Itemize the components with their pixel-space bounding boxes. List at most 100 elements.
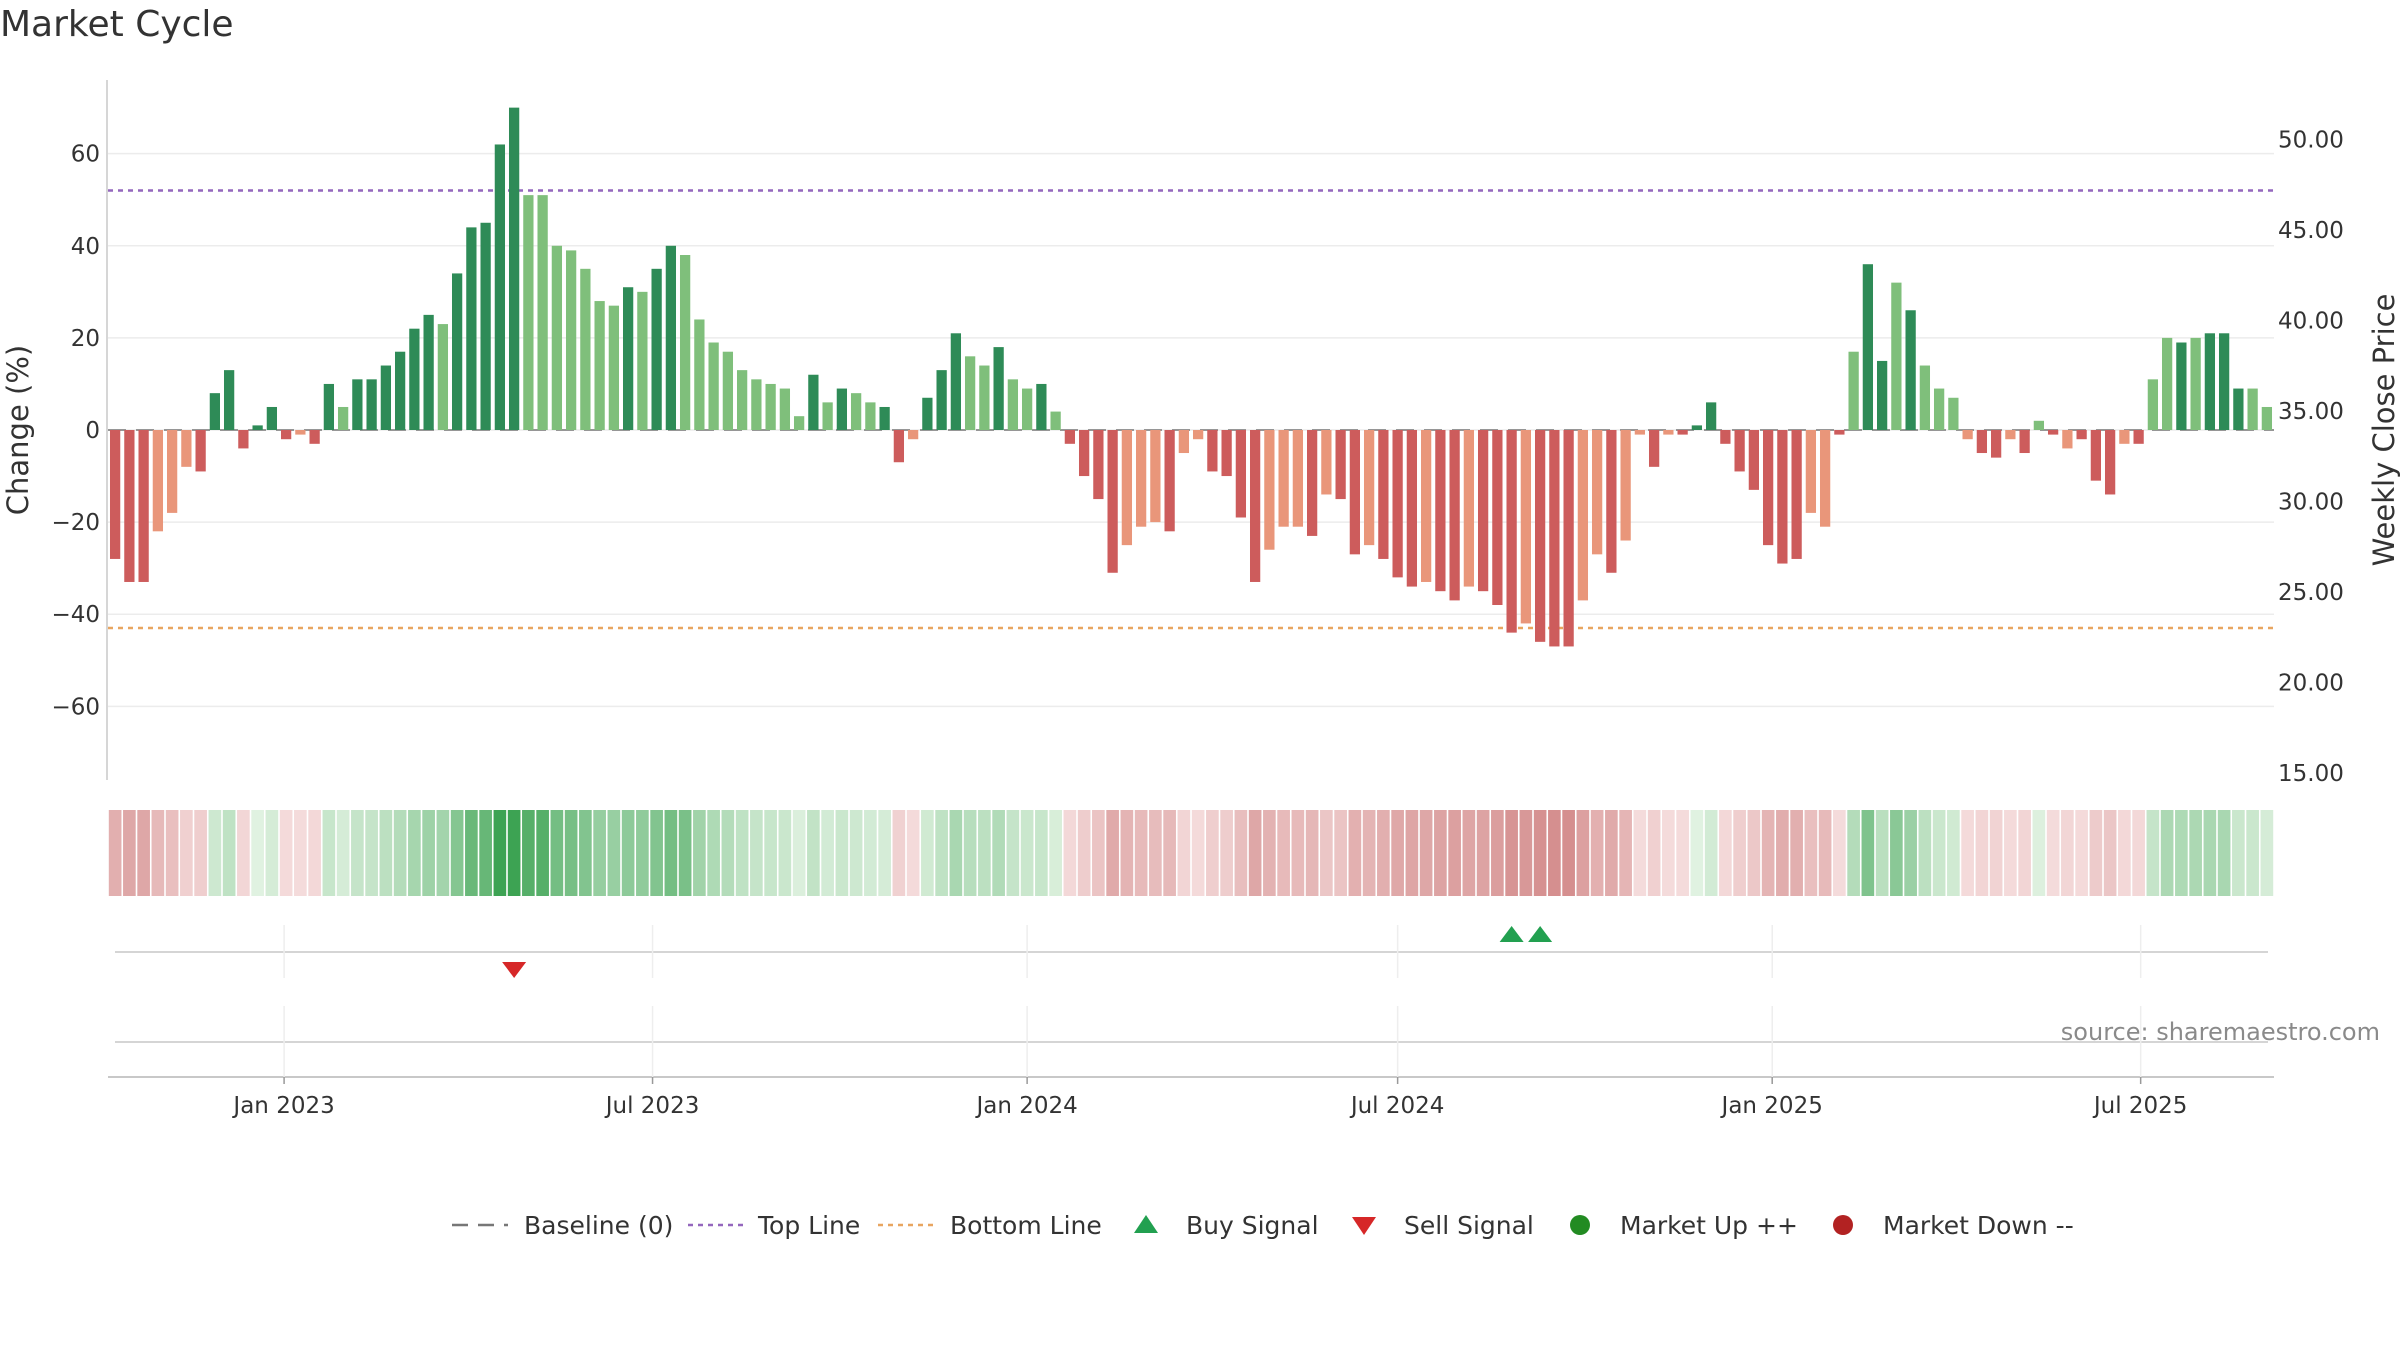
lower-panel xyxy=(108,1006,2274,1078)
change-bar xyxy=(480,222,491,430)
change-bar xyxy=(1506,430,1517,633)
change-bar xyxy=(1677,430,1688,435)
change-bar xyxy=(280,430,292,440)
regime-cell xyxy=(1448,810,1461,896)
regime-cell xyxy=(165,810,179,896)
regime-cell xyxy=(279,810,293,896)
regime-cell xyxy=(1277,810,1290,896)
change-bar xyxy=(1021,388,1033,430)
change-bar xyxy=(195,430,206,472)
change-bar xyxy=(950,333,962,430)
regime-cell xyxy=(1562,810,1575,896)
regime-cell xyxy=(1690,810,1704,896)
regime-cell xyxy=(208,810,222,896)
regime-cell xyxy=(1020,810,1034,896)
right-tick-label: 45.00 xyxy=(2278,218,2344,244)
regime-cell xyxy=(1419,810,1433,896)
change-bar xyxy=(594,301,605,430)
change-bar xyxy=(1762,430,1774,546)
regime-cell xyxy=(1063,810,1077,896)
regime-cell xyxy=(707,810,720,896)
change-bar xyxy=(266,406,278,430)
regime-cell xyxy=(593,810,606,896)
change-bar xyxy=(1064,430,1076,444)
change-bar xyxy=(565,250,577,430)
left-axis-title: Change (%) xyxy=(1,345,35,515)
change-bar xyxy=(1078,430,1090,477)
x-tick-label: Jul 2025 xyxy=(2092,1093,2188,1119)
change-bar xyxy=(1321,430,1332,495)
regime-cell xyxy=(2018,810,2031,896)
change-bar xyxy=(337,406,349,430)
regime-cell xyxy=(821,810,834,896)
change-bar xyxy=(1834,430,1845,435)
change-bar xyxy=(722,351,734,430)
regime-cell xyxy=(2004,810,2017,896)
change-bar xyxy=(1577,430,1589,601)
change-bar xyxy=(1420,430,1432,582)
change-bar xyxy=(979,365,990,430)
regime-cell xyxy=(2089,810,2103,896)
change-bar xyxy=(551,245,563,430)
regime-cell xyxy=(1177,810,1191,896)
change-bar xyxy=(1435,430,1446,592)
change-bar xyxy=(309,430,320,444)
regime-cell xyxy=(1647,810,1661,896)
regime-cell xyxy=(2032,810,2046,896)
change-bar xyxy=(793,416,805,430)
change-bar xyxy=(2104,430,2116,495)
chart-title: Market Cycle xyxy=(0,4,234,45)
change-bar xyxy=(238,430,249,449)
regime-cell xyxy=(678,810,692,896)
legend-label: Buy Signal xyxy=(1186,1211,1319,1240)
buy-signal-marker xyxy=(1528,926,1553,942)
change-bar xyxy=(437,324,449,430)
regime-cell xyxy=(1305,810,1319,896)
regime-cell xyxy=(1989,810,2003,896)
change-bar xyxy=(993,347,1004,430)
legend: Baseline (0) Top Line Bottom Line Buy Signa… xyxy=(452,1211,2074,1240)
regime-cell xyxy=(108,810,122,896)
x-tick-label: Jul 2024 xyxy=(1349,1093,1445,1119)
change-bar xyxy=(181,430,192,467)
change-bar xyxy=(1107,430,1118,573)
change-bar xyxy=(1634,430,1646,435)
regime-cell xyxy=(892,810,906,896)
change-bar xyxy=(1135,430,1147,527)
left-tick-label: −60 xyxy=(51,694,100,720)
right-tick-label: 35.00 xyxy=(2278,399,2344,425)
change-bar xyxy=(2090,430,2102,481)
change-bar xyxy=(2119,430,2130,444)
change-bar xyxy=(423,314,434,430)
change-bar xyxy=(451,273,463,430)
regime-cell xyxy=(422,810,435,896)
change-bar xyxy=(2147,379,2159,430)
regime-cell xyxy=(1191,810,1205,896)
change-bar xyxy=(1720,430,1731,444)
change-bar xyxy=(1648,430,1660,467)
change-bar xyxy=(622,287,634,430)
change-bar xyxy=(922,397,933,430)
regime-cell xyxy=(764,810,777,896)
change-bar xyxy=(936,370,947,430)
change-bar xyxy=(2176,342,2187,430)
change-bar xyxy=(1520,430,1532,624)
regime-cell xyxy=(550,810,564,896)
change-bar xyxy=(1734,430,1745,472)
change-bar xyxy=(822,402,833,430)
regime-cell xyxy=(1134,810,1148,896)
change-bar xyxy=(1848,351,1859,430)
regime-cell xyxy=(1662,810,1675,896)
regime-cell xyxy=(1704,810,1718,896)
regime-cell xyxy=(379,810,393,896)
change-bar xyxy=(865,402,876,430)
left-tick-label: 0 xyxy=(85,418,100,444)
regime-cell xyxy=(1149,810,1162,896)
regime-cell xyxy=(721,810,735,896)
regime-cell xyxy=(607,810,621,896)
change-bar xyxy=(352,379,363,430)
regime-cell xyxy=(2189,810,2202,896)
regime-cell xyxy=(180,810,193,896)
legend-label: Bottom Line xyxy=(950,1211,1102,1240)
